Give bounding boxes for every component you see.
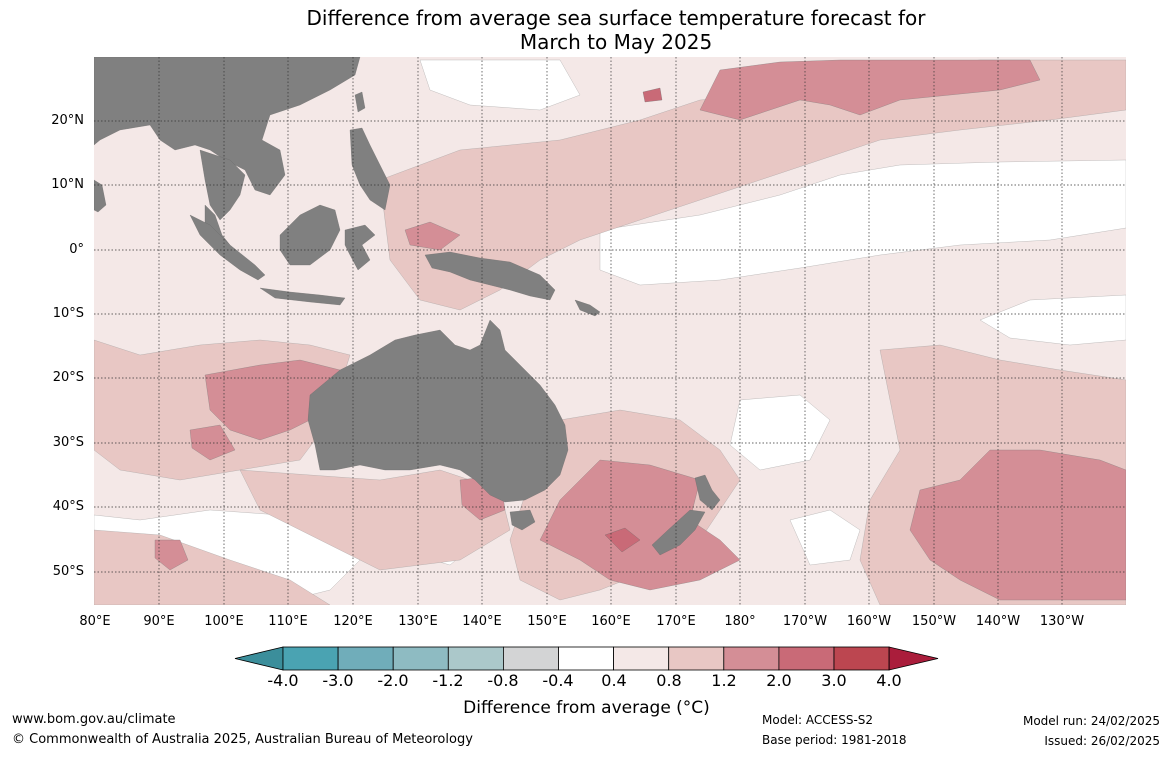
lat-label: 10°N — [51, 177, 84, 192]
anomaly-pink-south-australia — [239, 469, 511, 571]
anomaly-rose-north-pacific — [699, 59, 1041, 121]
colorbar-tick: 4.0 — [876, 671, 902, 690]
colorbar-swatch — [282, 646, 339, 671]
anomaly-pink-southern-ocean — [94, 529, 331, 605]
colorbar-swatch — [392, 646, 449, 671]
lon-label: 130°E — [398, 614, 438, 629]
lon-label: 120°E — [333, 614, 373, 629]
lat-label: 0° — [69, 242, 84, 257]
anomaly-pink-west-pacific — [379, 59, 1126, 311]
colorbar-tick: -3.0 — [322, 671, 354, 690]
footer-base-period: Base period: 1981-2018 — [762, 733, 907, 747]
colorbar-tick: -4.0 — [267, 671, 299, 690]
lon-label: 180° — [724, 614, 756, 629]
colorbar-swatch — [668, 646, 725, 671]
footer-issued: Issued: 26/02/2025 — [1044, 734, 1160, 748]
title-line-2: March to May 2025 — [519, 30, 713, 54]
colorbar-tick: 0.8 — [656, 671, 682, 690]
anomaly-rose-png — [404, 221, 461, 251]
land-sulawesi — [344, 224, 376, 271]
land-taiwan — [354, 91, 366, 113]
lon-label: 110°E — [268, 614, 308, 629]
colorbar-tick: 0.4 — [601, 671, 627, 690]
land-australia — [307, 319, 569, 503]
anomaly-white-equatorial-pacific — [599, 159, 1126, 286]
land-new-guinea — [424, 251, 556, 301]
title-line-1: Difference from average sea surface temp… — [306, 6, 926, 30]
graticule — [94, 57, 1126, 605]
colorbar-swatch — [558, 646, 614, 671]
lon-label: 170°E — [656, 614, 696, 629]
anomaly-rose-indian-small — [189, 424, 236, 461]
lon-label: 100°E — [204, 614, 244, 629]
anomaly-rose-southeast — [909, 449, 1126, 601]
land-asia — [94, 57, 361, 196]
lat-label: 20°N — [51, 113, 84, 128]
land-java — [259, 287, 346, 306]
colorbar-tick: -0.4 — [542, 671, 574, 690]
anomaly-deep-rose-tasman — [604, 527, 641, 553]
land-indochina — [199, 149, 246, 221]
land-new-zealand-south — [651, 509, 706, 556]
colorbar-tick: -0.8 — [487, 671, 519, 690]
colorbar-swatch — [447, 646, 504, 671]
land-solomon-islands — [574, 299, 601, 317]
colorbar-tick: -2.0 — [377, 671, 409, 690]
colorbar-swatch — [723, 646, 780, 671]
colorbar-arrow-low — [234, 646, 284, 671]
map-title: Difference from average sea surface temp… — [0, 6, 1173, 54]
footer-model: Model: ACCESS-S2 — [762, 713, 874, 727]
colorbar-arrow-high — [888, 646, 939, 671]
land-sumatra — [189, 214, 266, 281]
lat-label: 50°S — [52, 564, 84, 579]
anomaly-white-southeast-pacific — [979, 294, 1126, 346]
lat-label: 10°S — [52, 306, 84, 321]
colorbar-swatch — [778, 646, 835, 671]
lat-label: 20°S — [52, 370, 84, 385]
lon-label: 90°E — [143, 614, 175, 629]
lon-label: 140°W — [975, 614, 1021, 629]
anomaly-white-south-pacific-1 — [729, 394, 831, 471]
colorbar-swatch — [833, 646, 890, 671]
colorbar-swatch — [613, 646, 670, 671]
anomaly-rose-south-indian-small — [154, 539, 189, 571]
colorbar-swatch — [502, 646, 559, 671]
lat-label: 40°S — [52, 499, 84, 514]
colorbar-swatch — [337, 646, 394, 671]
lon-label: 160°E — [591, 614, 631, 629]
anomaly-white-north-pacific — [419, 59, 581, 111]
anomaly-white-south-pacific-2 — [789, 509, 861, 566]
colorbar-tick: 2.0 — [766, 671, 792, 690]
land-tasmania — [509, 509, 536, 531]
footer-website: www.bom.gov.au/climate — [12, 712, 176, 727]
lon-label: 80°E — [79, 614, 111, 629]
colorbar-tick: -1.2 — [432, 671, 464, 690]
lon-label: 170°W — [782, 614, 828, 629]
lon-label: 150°W — [911, 614, 957, 629]
anomaly-deep-rose-north — [642, 87, 663, 103]
lon-label: 130°W — [1039, 614, 1085, 629]
colorbar-tick: 1.2 — [711, 671, 737, 690]
colorbar-tick: 3.0 — [821, 671, 847, 690]
lon-label: 150°E — [527, 614, 567, 629]
land-new-zealand-north — [694, 474, 721, 511]
lon-label: 160°W — [846, 614, 892, 629]
colorbar-label: Difference from average (°C) — [463, 698, 710, 718]
lon-label: 140°E — [462, 614, 502, 629]
footer-model-run: Model run: 24/02/2025 — [1022, 714, 1160, 728]
lat-label: 30°S — [52, 435, 84, 450]
land-india-tip — [94, 179, 107, 213]
land-philippines — [349, 127, 391, 211]
footer-copyright: © Commonwealth of Australia 2025, Austra… — [12, 732, 473, 747]
